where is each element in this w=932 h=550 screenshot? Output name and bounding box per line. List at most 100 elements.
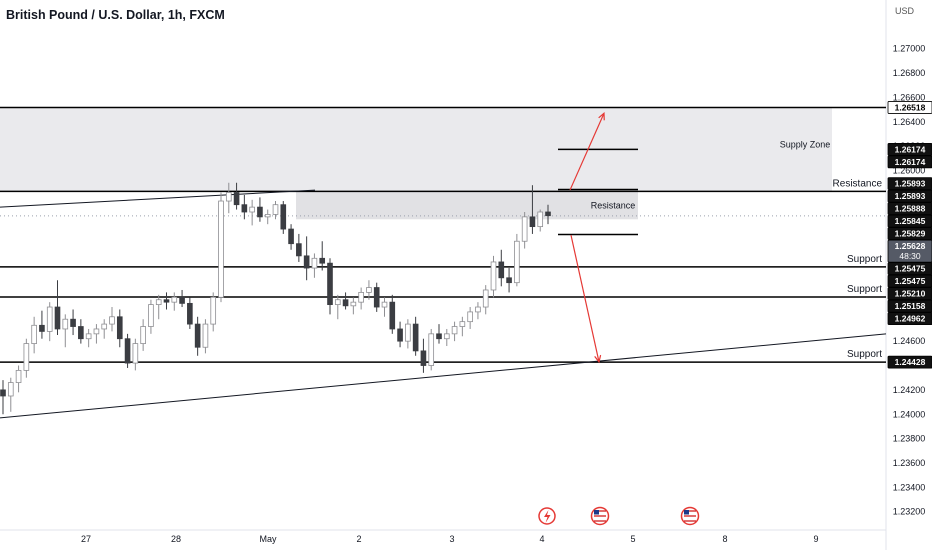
- us-flag-event-icon-1: [680, 506, 700, 526]
- x-tick-5: 4: [539, 534, 544, 544]
- us-flag-canton-0: [594, 510, 599, 515]
- x-tick-0: 27: [81, 534, 91, 544]
- resistance-zone-label: Resistance: [591, 200, 636, 210]
- y-tick-5: 1.26000: [893, 166, 926, 176]
- y-tick-0: 1.27000: [893, 44, 926, 54]
- price-tag-label-7: 1.25829: [895, 229, 926, 239]
- level-label-2: Support: [847, 254, 882, 265]
- candle-body-42: [327, 262, 333, 305]
- candle-body-12: [93, 328, 100, 335]
- projection-up-arrow-head: [598, 112, 605, 121]
- candle-body-45: [350, 301, 357, 307]
- candle-body-24: [187, 302, 193, 325]
- candle-body-50: [389, 301, 396, 330]
- candle-body-3: [23, 343, 30, 371]
- candle-body-8: [62, 318, 69, 330]
- price-tag-12: [887, 299, 932, 313]
- candle-body-44: [342, 299, 349, 307]
- candle-body-35: [272, 204, 279, 215]
- price-tag-8: [887, 239, 932, 263]
- candle-body-41: [319, 257, 326, 264]
- x-tick-3: 2: [356, 534, 361, 544]
- price-tag-label-9: 1.25475: [895, 264, 926, 274]
- chart-title: British Pound / U.S. Dollar, 1h, FXCM: [6, 8, 225, 22]
- candle-body-25: [194, 323, 201, 348]
- candle-body-55: [428, 333, 435, 366]
- y-tick-14: 1.24200: [893, 385, 926, 395]
- candle-body-2: [15, 369, 22, 383]
- price-tag-14: [887, 355, 932, 369]
- candle-body-60: [467, 311, 473, 323]
- resistance-zone: [296, 191, 638, 220]
- y-tick-19: 1.23200: [893, 507, 926, 517]
- y-tick-16: 1.23800: [893, 434, 926, 444]
- level-label-3: Support: [847, 284, 882, 295]
- candle-body-52: [405, 323, 411, 342]
- candle-body-63: [490, 261, 497, 291]
- price-tag-label-5: 1.25888: [895, 204, 926, 214]
- price-tag-label-6: 1.25845: [895, 216, 926, 226]
- candle-body-14: [109, 316, 115, 325]
- candle-body-6: [46, 306, 53, 332]
- candle-body-40: [311, 257, 318, 269]
- candle-body-43: [334, 299, 341, 305]
- candle-body-39: [303, 255, 310, 269]
- projection-up-arrow-line: [569, 113, 605, 191]
- candle-body-61: [475, 306, 481, 313]
- candle-body-27: [210, 296, 217, 325]
- candle-body-1: [7, 382, 14, 397]
- price-tag-1: [887, 142, 932, 156]
- candle-body-48: [373, 287, 380, 308]
- price-tag-label-10: 1.25475: [895, 276, 926, 286]
- y-tick-17: 1.23600: [893, 458, 926, 468]
- price-tags: 1.26518 1.26174 1.26174 1.25893 1.25893 1.258…: [887, 101, 932, 369]
- us-flag-event-icon-0: [590, 506, 610, 526]
- candle-body-65: [506, 277, 512, 284]
- candle-body-36: [280, 204, 287, 230]
- x-tick-7: 8: [722, 534, 727, 544]
- currency-label: USD: [894, 6, 914, 16]
- candle-body-62: [482, 289, 489, 308]
- x-tick-4: 3: [449, 534, 454, 544]
- price-tag-label-11: 1.25210: [895, 289, 926, 299]
- candle-body-16: [124, 338, 131, 364]
- candle-body-31: [241, 204, 248, 213]
- y-tick-12: 1.24600: [893, 336, 926, 346]
- candle-body-22: [171, 296, 178, 303]
- candle-body-4: [31, 324, 37, 344]
- price-tag-13: [887, 312, 932, 326]
- y-tick-18: 1.23400: [893, 482, 926, 492]
- supply-zone-label: Supply Zone: [780, 139, 831, 149]
- event-lightning-icon: [538, 507, 556, 525]
- candle-body-66: [514, 240, 520, 284]
- y-tick-15: 1.24000: [893, 409, 926, 419]
- level-label-1: Resistance: [833, 178, 883, 189]
- x-tick-8: 9: [813, 534, 818, 544]
- price-tag-label-8: 1.25628: [895, 241, 926, 251]
- price-tag-label-1: 1.26174: [895, 144, 926, 154]
- candle-body-53: [412, 323, 419, 352]
- upper-trendline: [0, 189, 316, 208]
- price-tag-label-14: 1.24428: [895, 357, 926, 367]
- price-tag-5: [887, 202, 932, 216]
- y-tick-3: 1.26400: [893, 117, 926, 127]
- candle-body-70: [545, 211, 551, 217]
- candle-body-20: [155, 299, 162, 305]
- candle-body-30: [233, 192, 240, 206]
- candle-body-21: [163, 299, 170, 303]
- ascending-trendline: [0, 333, 887, 419]
- candle-body-5: [39, 324, 45, 332]
- price-tag-sublabel-8: 48:30: [899, 251, 921, 261]
- candle-body-69: [537, 211, 544, 228]
- price-tag-2: [887, 155, 932, 169]
- candle-body-29: [225, 192, 232, 202]
- candle-body-23: [179, 296, 185, 304]
- candle-body-32: [249, 206, 255, 213]
- price-tag-label-12: 1.25158: [895, 301, 926, 311]
- price-tag-label-4: 1.25893: [895, 191, 926, 201]
- price-tag-0: [887, 101, 932, 114]
- price-tag-label-2: 1.26174: [895, 157, 926, 167]
- candle-body-0: [0, 389, 6, 397]
